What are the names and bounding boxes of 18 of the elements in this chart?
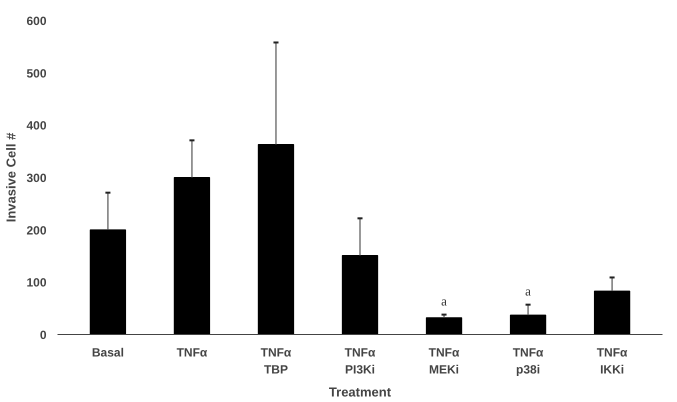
y-tick-label: 400 [26,118,47,133]
x-tick-label: TNFα [176,346,208,360]
y-tick-label: 0 [40,328,47,342]
x-tick-label: TNFα p38i [512,346,544,376]
x-axis-title: Treatment [328,384,392,400]
y-tick-label: 100 [26,276,47,290]
x-tick-label: TNFα IKKi [596,346,628,376]
x-tick-label: TNFα TBP [260,346,292,376]
y-tick-label: 300 [26,171,47,185]
x-tick-label: TNFα MEKi [428,346,460,376]
x-tick-label: TNFα PI3Ki [344,346,376,376]
annotation: a [525,284,532,299]
y-tick-label: 600 [26,14,47,28]
annotation: a [441,294,448,309]
y-tick-label: 200 [26,223,47,238]
x-tick-label: Basal [92,346,124,360]
y-tick-label: 500 [26,66,47,80]
y-axis-title: Invasive Cell # [3,132,18,222]
